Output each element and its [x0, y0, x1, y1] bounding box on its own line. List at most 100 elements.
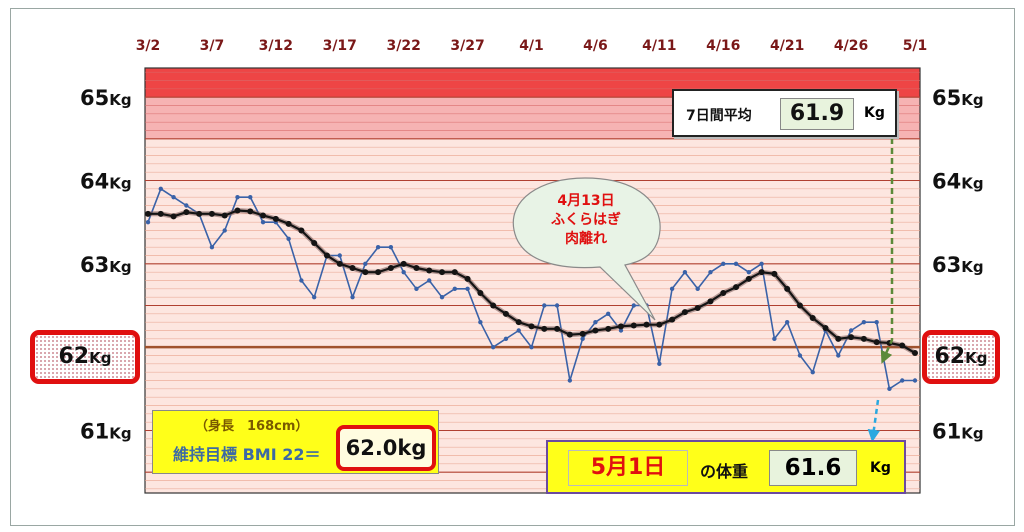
y-tick-label-left: 65Kg	[80, 86, 132, 110]
average-weight-point	[809, 315, 816, 321]
daily-weight-point	[733, 261, 739, 267]
average-weight-point	[681, 309, 688, 316]
daily-weight-point	[887, 386, 892, 392]
average-weight-point	[745, 275, 752, 282]
daily-weight-point	[248, 194, 253, 200]
average-weight-point	[298, 227, 305, 234]
average-weight-point	[260, 212, 267, 219]
target-bmi-label: 維持目標 BMI 22＝	[173, 445, 321, 464]
average-weight-point	[643, 321, 650, 328]
average-weight-point	[707, 298, 714, 305]
average-weight-point	[451, 269, 458, 276]
daily-weight-point	[759, 261, 764, 267]
daily-weight-point	[222, 228, 227, 233]
x-tick-label: 4/1	[519, 38, 544, 54]
average-weight-point	[822, 325, 829, 331]
daily-weight-point	[746, 269, 752, 275]
callout-line-2: ふくらはぎ	[551, 212, 621, 228]
daily-weight-point	[900, 378, 905, 383]
x-tick-label: 4/11	[642, 38, 676, 54]
y-tick-label-left: 61Kg	[80, 420, 132, 444]
daily-weight-point	[593, 319, 598, 325]
target-weight-box: （身長 168cm） 維持目標 BMI 22＝ 62.0kg	[152, 410, 439, 474]
goal-right-unit: Kg	[965, 349, 988, 367]
daily-weight-point	[861, 319, 867, 325]
daily-weight-point	[772, 336, 777, 342]
average-weight-point	[796, 302, 803, 309]
daily-weight-point	[912, 378, 918, 383]
average-weight-point	[400, 260, 407, 267]
average-weight-point	[490, 302, 497, 309]
average-weight-point	[630, 322, 637, 329]
average-weight-point	[272, 215, 279, 222]
average-weight-point	[579, 330, 586, 337]
average-weight-point	[528, 323, 535, 330]
daily-weight-point	[235, 194, 240, 200]
daily-weight-point	[401, 269, 406, 275]
daily-weight-point	[286, 236, 291, 242]
avg-unit: Kg	[864, 105, 885, 121]
daily-weight-point	[311, 294, 317, 300]
daily-weight-point	[529, 344, 534, 350]
y-tick-label-right: 63Kg	[932, 253, 984, 277]
x-tick-label: 4/6	[583, 38, 608, 54]
daily-weight-point	[516, 328, 521, 333]
goal-left-value: 62	[58, 344, 90, 369]
average-weight-point	[899, 342, 906, 349]
daily-weight-point	[490, 344, 496, 350]
today-text: の体重	[700, 462, 749, 481]
avg-label: 7日間平均	[686, 108, 752, 124]
daily-weight-point	[427, 278, 432, 283]
x-tick-label: 3/12	[259, 38, 293, 54]
daily-weight-point	[542, 303, 547, 308]
daily-weight-point	[209, 244, 215, 250]
y-tick-label-left: 63Kg	[80, 253, 132, 277]
daily-weight-point	[682, 269, 688, 275]
y-tick-label-right: 65Kg	[932, 86, 984, 110]
average-weight-point	[439, 269, 446, 276]
average-weight-point	[592, 327, 599, 334]
daily-weight-point	[567, 378, 573, 383]
average-weight-point	[323, 252, 330, 259]
today-date-frame: 5月1日	[568, 450, 688, 486]
daily-weight-point	[721, 261, 726, 267]
avg-connector-arrow	[880, 138, 894, 364]
average-weight-point	[835, 335, 842, 342]
daily-weight-point	[657, 361, 662, 367]
average-weight-point	[157, 210, 164, 217]
average-weight-point	[541, 325, 548, 332]
daily-weight-point	[145, 219, 151, 225]
y-tick-label-right: 64Kg	[932, 170, 984, 194]
goal-weight-marker-right: 62Kg	[922, 330, 1000, 384]
x-tick-label: 3/2	[136, 38, 161, 54]
average-weight-point	[720, 290, 727, 296]
daily-weight-point	[350, 294, 355, 300]
goal-weight-marker-left: 62Kg	[30, 330, 140, 384]
daily-weight-point	[465, 286, 470, 292]
x-tick-label: 4/21	[770, 38, 804, 54]
daily-weight-point	[503, 336, 509, 342]
average-weight-point	[502, 310, 509, 317]
average-weight-point	[694, 305, 701, 311]
daily-weight-point	[618, 328, 624, 333]
average-weight-point	[848, 334, 855, 341]
average-weight-point	[349, 265, 356, 271]
height-note: （身長 168cm）	[195, 419, 309, 434]
goal-left-unit: Kg	[89, 349, 112, 367]
goal-right-value: 62	[934, 344, 966, 369]
callout-bubble	[512, 177, 661, 321]
average-weight-point	[515, 319, 522, 326]
average-weight-point	[311, 240, 318, 246]
daily-weight-point	[669, 286, 675, 292]
y-tick-label-left: 64Kg	[80, 170, 132, 194]
average-weight-point	[656, 321, 663, 328]
x-tick-label: 4/26	[834, 38, 868, 54]
daily-weight-point	[388, 244, 394, 250]
today-date: 5月1日	[590, 455, 666, 480]
average-weight-point	[860, 335, 867, 342]
average-weight-point	[912, 350, 918, 356]
daily-weight-point	[810, 369, 815, 375]
x-tick-label: 3/27	[450, 38, 484, 54]
average-weight-point	[554, 325, 561, 332]
callout-line-1: 4月13日	[557, 193, 615, 209]
